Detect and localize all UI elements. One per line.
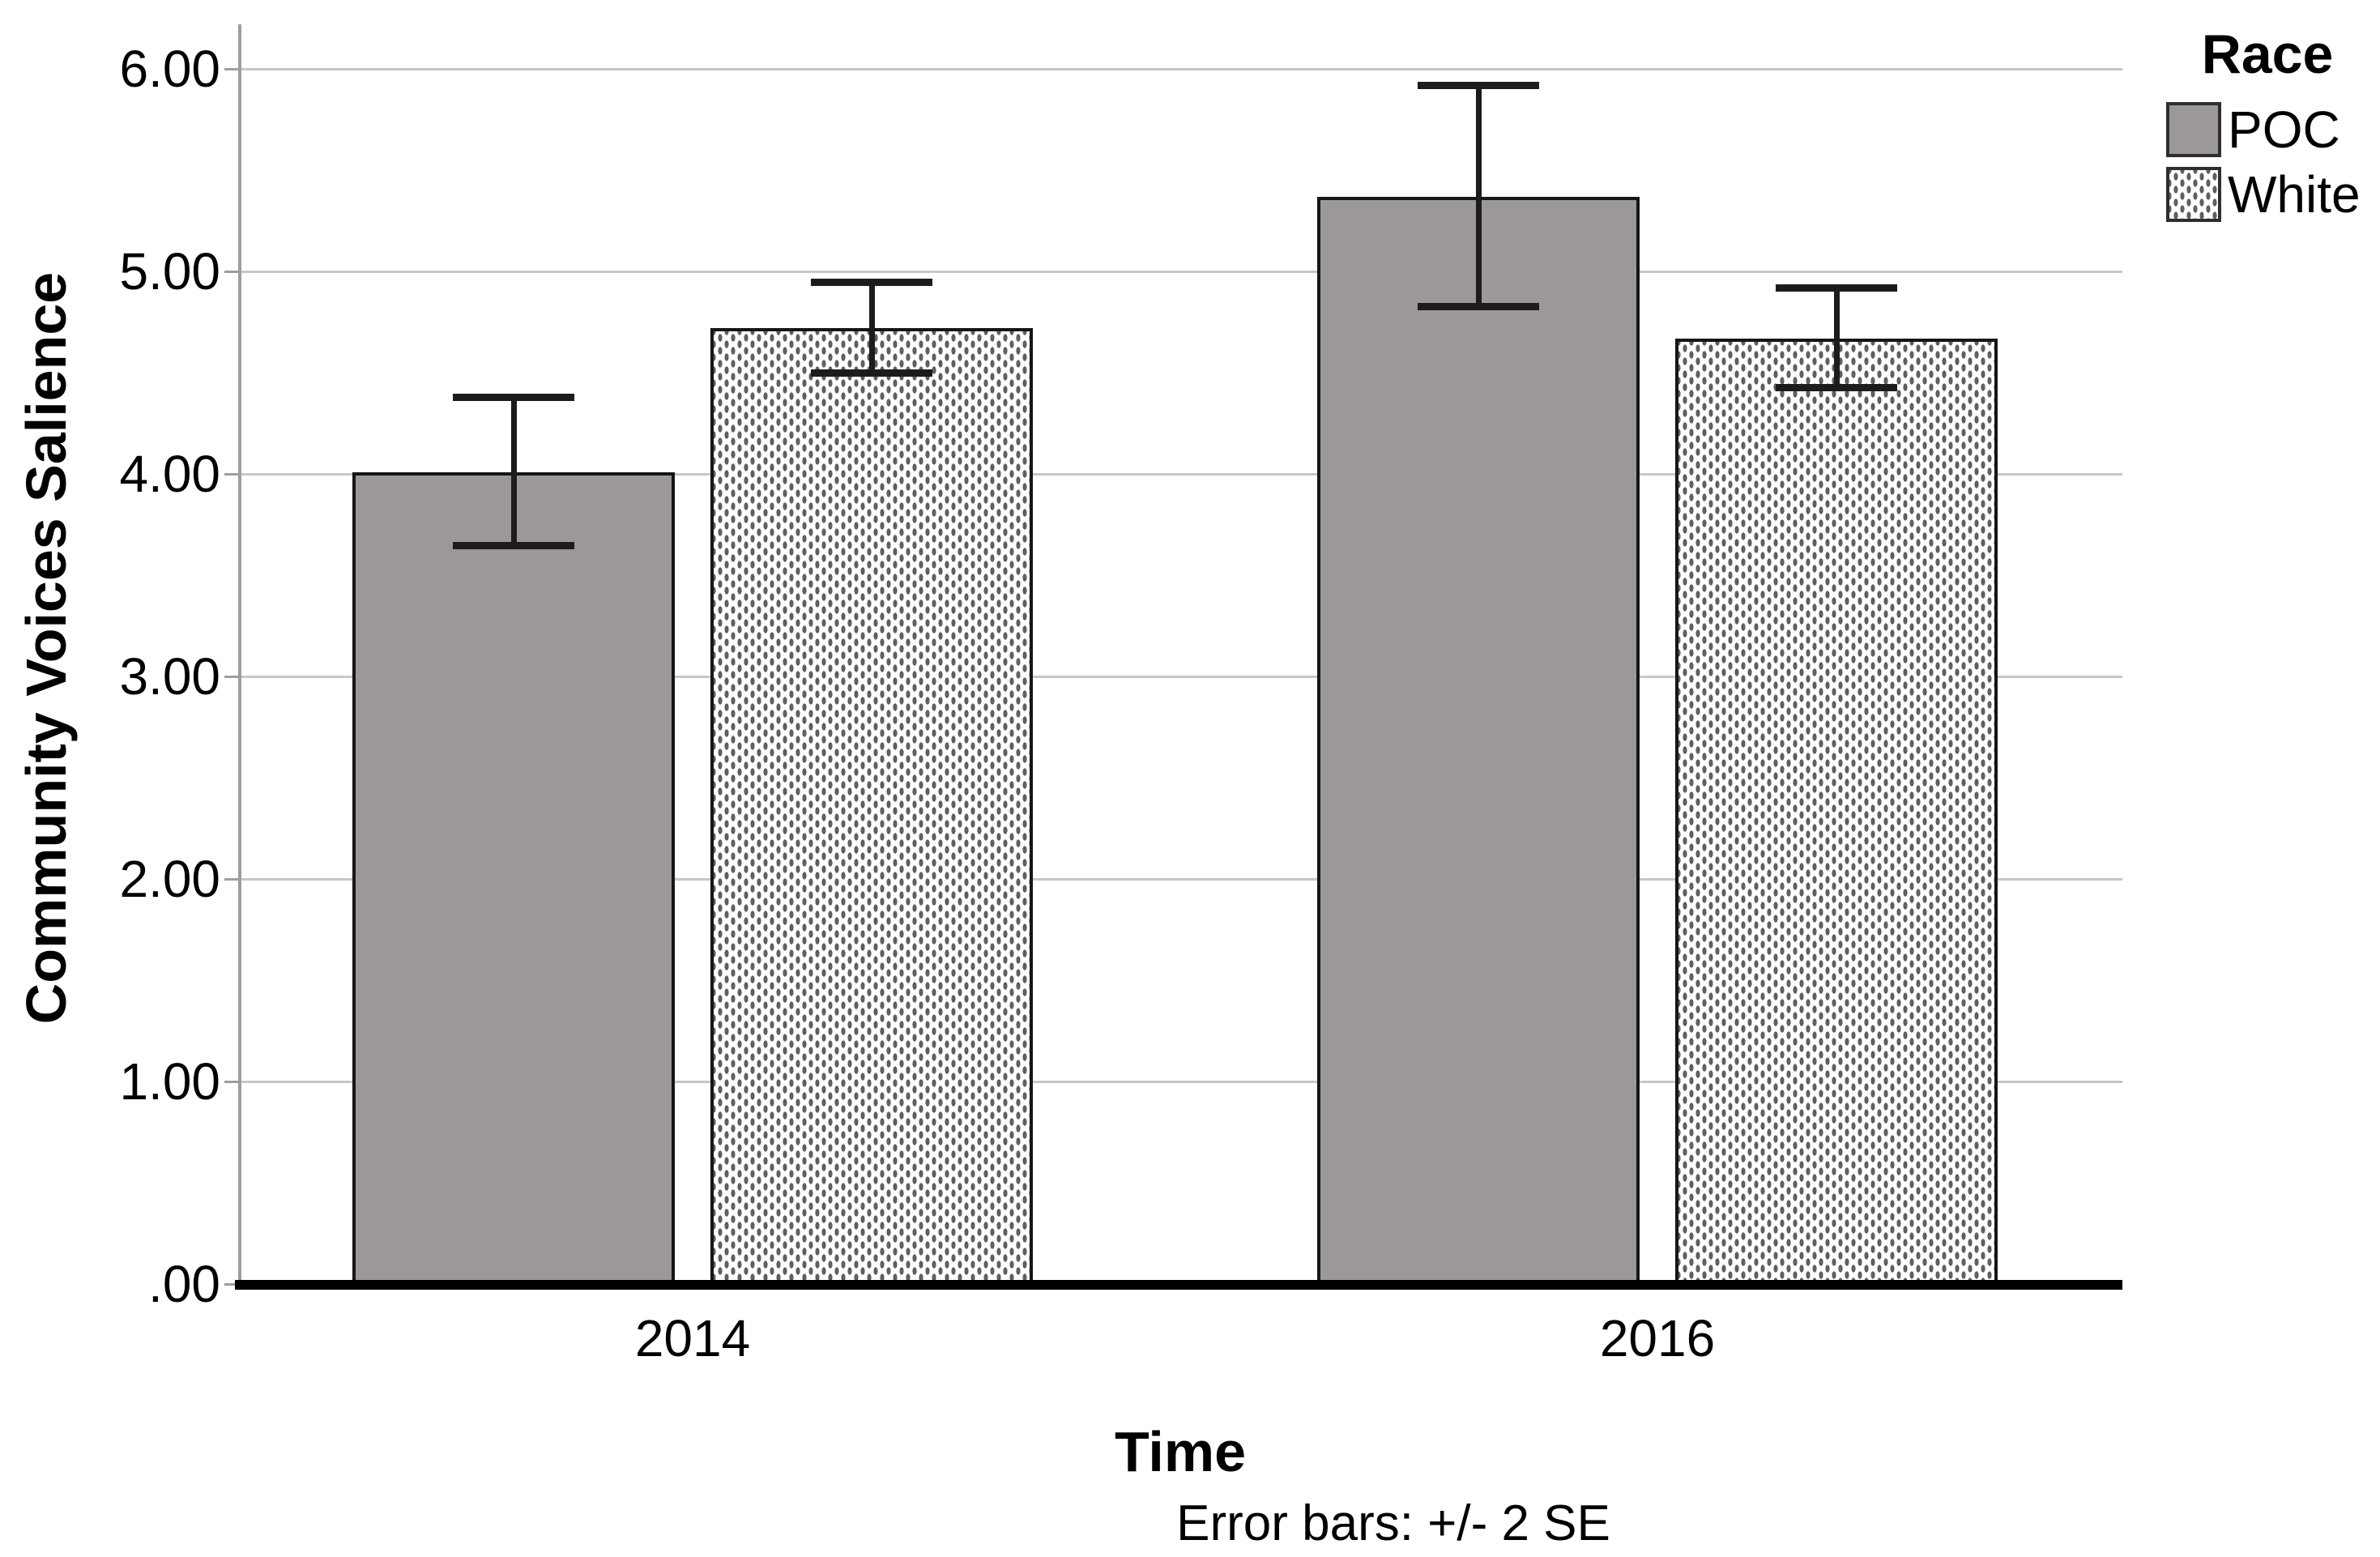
gridline-4.00 (238, 473, 2122, 476)
error-bar-stem (868, 281, 875, 373)
y-tick-mark (224, 68, 238, 70)
y-tick-label: .00 (148, 1255, 220, 1313)
bar-2014-poc (352, 471, 675, 1284)
gridline-1.00 (238, 1081, 2122, 1083)
y-tick-label: 1.00 (119, 1052, 220, 1111)
y-tick-mark (224, 1081, 238, 1083)
x-tick-label-2016: 2016 (1599, 1309, 1716, 1367)
legend-label-white: White (2228, 165, 2361, 224)
x-axis-line (235, 1280, 2122, 1290)
x-axis-title: Time (1114, 1420, 1247, 1483)
error-bar-stem (1833, 288, 1840, 387)
error-bar-stem (510, 397, 517, 545)
y-tick-label: 3.00 (119, 647, 220, 706)
gridline-3.00 (238, 676, 2122, 678)
y-tick-label: 6.00 (119, 40, 220, 98)
y-tick-label: 4.00 (119, 445, 220, 503)
error-bar-cap-bottom (1776, 383, 1897, 391)
error-bar-cap-bottom (453, 541, 574, 549)
legend-label-poc: POC (2228, 100, 2340, 159)
error-bar-cap-bottom (1418, 302, 1539, 310)
y-tick-mark (224, 1283, 238, 1286)
gridline-5.00 (238, 271, 2122, 273)
legend-swatch-poc (2166, 102, 2221, 157)
bar-2016-white (1675, 338, 1998, 1284)
legend-swatch-white (2166, 167, 2221, 222)
y-tick-mark (224, 271, 238, 273)
gridline-6.00 (238, 68, 2122, 70)
y-tick-mark (224, 676, 238, 678)
bar-2014-white (710, 328, 1033, 1284)
error-bar-cap-bottom (811, 369, 932, 377)
error-bar-cap-top (1776, 284, 1897, 292)
y-tick-label: 5.00 (119, 242, 220, 301)
y-axis-title: Community Voices Salience (15, 271, 78, 1025)
error-bar-cap-top (453, 394, 574, 401)
legend-item-white: White (2166, 167, 2380, 222)
error-bars-caption: Error bars: +/- 2 SE (1176, 1495, 1610, 1551)
legend-item-poc: POC (2166, 102, 2380, 157)
error-bar-cap-top (1418, 82, 1539, 89)
y-tick-mark (224, 473, 238, 476)
y-axis-line (238, 24, 241, 1289)
error-bar-stem (1475, 85, 1482, 306)
bar-2016-poc (1317, 196, 1640, 1284)
y-tick-label: 2.00 (119, 850, 220, 908)
y-tick-mark (224, 878, 238, 881)
error-bar-cap-top (811, 278, 932, 286)
x-tick-label-2014: 2014 (634, 1309, 751, 1367)
gridline-2.00 (238, 878, 2122, 881)
legend-title: Race (2201, 23, 2334, 85)
